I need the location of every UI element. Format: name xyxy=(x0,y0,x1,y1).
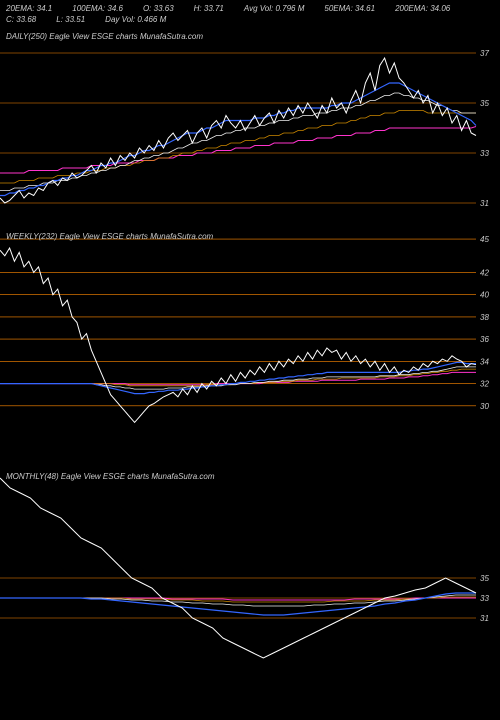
grid-label: 32 xyxy=(480,380,489,389)
grid-label: 33 xyxy=(480,594,489,603)
ema200_line-path xyxy=(0,127,476,174)
grid-label: 31 xyxy=(480,199,489,208)
grid-label: 33 xyxy=(480,149,489,158)
grid-label: 42 xyxy=(480,268,489,277)
grid-label: 37 xyxy=(480,49,489,58)
grid-label: 36 xyxy=(480,335,489,344)
ema100_line-path xyxy=(0,111,476,184)
open-value: O: 33.63 xyxy=(143,4,174,13)
high-value: H: 33.71 xyxy=(194,4,224,13)
grid-label: 34 xyxy=(480,357,489,366)
grid-label: 31 xyxy=(480,614,489,623)
chart-panel-0: DAILY(250) Eagle View ESGE charts Munafa… xyxy=(0,28,500,228)
grid-label: 40 xyxy=(480,291,489,300)
grid-label: 38 xyxy=(480,313,489,322)
chart-panel-2: MONTHLY(48) Eagle View ESGE charts Munaf… xyxy=(0,468,500,668)
grid-label: 35 xyxy=(480,99,489,108)
close-value: C: 33.68 xyxy=(6,15,36,24)
panel-gap xyxy=(0,428,500,468)
ema20-value: 20EMA: 34.1 xyxy=(6,4,52,13)
price-path xyxy=(0,248,476,422)
chart-panel-1: WEEKLY(232) Eagle View ESGE charts Munaf… xyxy=(0,228,500,428)
chart-title: WEEKLY(232) Eagle View ESGE charts Munaf… xyxy=(6,232,213,241)
low-value: L: 33.51 xyxy=(56,15,85,24)
chart-svg: 31 33 35 37 xyxy=(0,28,500,228)
avgvol-value: Avg Vol: 0.796 M xyxy=(244,4,304,13)
chart-svg: 30 32 34 36 38 40 42 45 xyxy=(0,228,500,428)
dayvol-value: Day Vol: 0.466 M xyxy=(105,15,166,24)
ema100-value: 100EMA: 34.6 xyxy=(72,4,123,13)
price-path xyxy=(0,478,476,658)
ema20_line-path xyxy=(0,593,476,615)
indicator-header: 20EMA: 34.1 100EMA: 34.6 O: 33.63 H: 33.… xyxy=(0,0,500,28)
chart-title: MONTHLY(48) Eagle View ESGE charts Munaf… xyxy=(6,472,215,481)
grid-label: 30 xyxy=(480,402,489,411)
chart-title: DAILY(250) Eagle View ESGE charts Munafa… xyxy=(6,32,203,41)
chart-svg: 31 33 35 xyxy=(0,468,500,668)
grid-label: 45 xyxy=(480,235,489,244)
ema50-value: 50EMA: 34.61 xyxy=(324,4,375,13)
grid-label: 35 xyxy=(480,574,489,583)
ema200-value: 200EMA: 34.06 xyxy=(395,4,450,13)
charts-container: DAILY(250) Eagle View ESGE charts Munafa… xyxy=(0,28,500,668)
